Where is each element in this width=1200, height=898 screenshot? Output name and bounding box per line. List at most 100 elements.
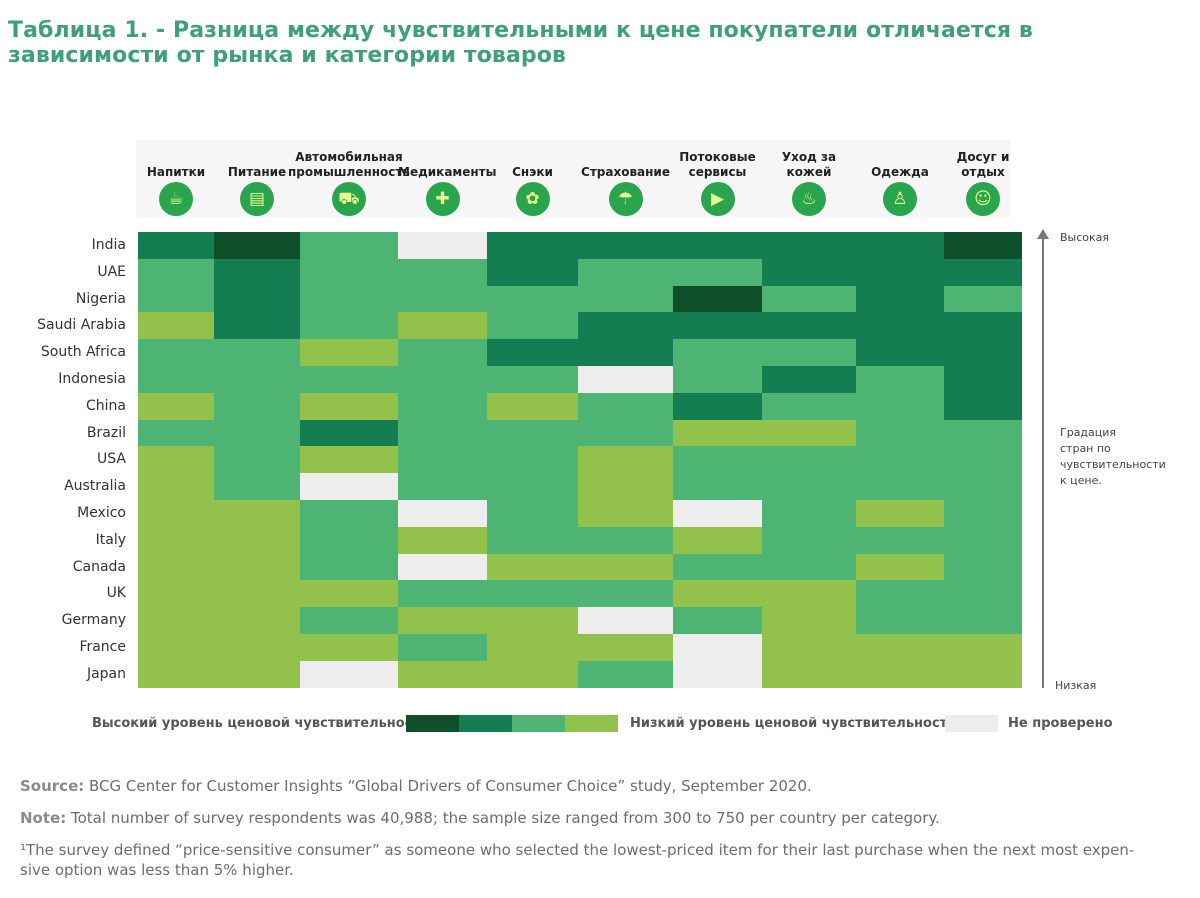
category-label: Страхование — [581, 165, 670, 179]
country-label: South Africa — [40, 344, 126, 361]
medicine-bottle-icon: ✚ — [425, 182, 460, 216]
heatmap-cell — [673, 392, 762, 420]
heatmap-cell — [762, 660, 856, 688]
heatmap-cell — [944, 446, 1022, 474]
legend-untested-label: Не проверено — [1008, 716, 1113, 731]
heatmap-cell — [762, 446, 856, 474]
heatmap-cell — [762, 232, 856, 260]
country-label: USA — [97, 451, 126, 468]
category-header-band — [136, 140, 1010, 218]
heatmap-cell — [138, 285, 214, 313]
heatmap-cell — [944, 339, 1022, 367]
heatmap-cell — [856, 634, 944, 662]
heatmap-cell — [138, 366, 214, 394]
heatmap-cell — [300, 526, 398, 554]
heatmap-cell — [578, 580, 673, 608]
heatmap-cell — [138, 419, 214, 447]
heatmap-cell — [673, 660, 762, 688]
category-label: Автомобильная промышленность — [288, 150, 410, 179]
heatmap-cell — [856, 660, 944, 688]
heatmap-cell — [214, 660, 300, 688]
heatmap-cell — [578, 419, 673, 447]
heatmap-cell — [487, 232, 578, 260]
category-label: Снэки — [512, 165, 553, 179]
heatmap-cell — [673, 366, 762, 394]
heatmap-cell — [856, 312, 944, 340]
category-header: Напитки ☕ — [138, 140, 214, 232]
country-label: Indonesia — [58, 371, 126, 387]
heatmap-cell — [856, 580, 944, 608]
heatmap-cell — [944, 258, 1022, 286]
heatmap-cell — [944, 285, 1022, 313]
heatmap-cell — [214, 500, 300, 528]
heatmap-cell — [300, 258, 398, 286]
heatmap-cell — [398, 553, 487, 581]
legend-swatch-4 — [565, 715, 618, 732]
heatmap-cell — [214, 339, 300, 367]
heatmap-cell — [138, 258, 214, 286]
country-label: China — [86, 397, 126, 414]
heatmap-cell — [762, 258, 856, 286]
heatmap-cell — [762, 339, 856, 367]
legend-swatch-1 — [406, 715, 459, 732]
heatmap-cell — [673, 232, 762, 260]
category-label: Напитки — [146, 165, 206, 179]
heatmap-cell — [856, 419, 944, 447]
heatmap-cell — [214, 392, 300, 420]
category-label: Медикаменты — [398, 165, 497, 179]
footer-footnote: ¹The survey defined “price-sensitive con… — [20, 841, 1135, 879]
clothing-icon: ♙ — [883, 182, 917, 216]
heatmap-cell — [762, 526, 856, 554]
heatmap-cell — [398, 392, 487, 420]
heatmap-cell — [138, 473, 214, 501]
heatmap-cell — [762, 285, 856, 313]
heatmap-cell — [578, 526, 673, 554]
heatmap-cell — [762, 607, 856, 635]
heatmap-cell — [214, 285, 300, 313]
category-header: Потоковые сервисы ▶ — [673, 140, 762, 232]
heatmap-cell — [487, 607, 578, 635]
heatmap-cell — [487, 339, 578, 367]
heatmap-cell — [398, 339, 487, 367]
heatmap-cell — [214, 258, 300, 286]
heatmap-cell — [300, 232, 398, 260]
heatmap-cell — [578, 366, 673, 394]
heatmap-cell — [214, 419, 300, 447]
country-label: Saudi Arabia — [37, 317, 126, 334]
heatmap-cell — [214, 634, 300, 662]
country-label: Canada — [72, 558, 126, 575]
heatmap-cell — [487, 634, 578, 662]
heatmap-cell — [398, 419, 487, 447]
heatmap-cell — [398, 500, 487, 528]
country-label: Mexico — [77, 505, 126, 521]
country-label: Italy — [95, 531, 126, 548]
heatmap-cell — [487, 446, 578, 474]
heatmap-cell — [762, 419, 856, 447]
heatmap-cell — [762, 473, 856, 501]
heatmap-cell — [398, 526, 487, 554]
heatmap-cell — [398, 634, 487, 662]
heatmap-cell — [487, 419, 578, 447]
country-label: France — [79, 639, 126, 655]
heatmap-cell — [398, 580, 487, 608]
heatmap-cell — [944, 419, 1022, 447]
heatmap-cell — [300, 660, 398, 688]
heatmap-cell — [487, 473, 578, 501]
legend-swatch-3 — [512, 715, 565, 732]
category-header: Уход за кожей ♨ — [762, 140, 856, 232]
heatmap-cell — [138, 607, 214, 635]
heatmap-cell — [578, 312, 673, 340]
country-label: India — [91, 237, 126, 253]
cup-icon: ☕ — [159, 182, 193, 216]
footer-note: Note: Total number of survey respondents… — [20, 809, 940, 827]
heatmap-cell — [300, 339, 398, 367]
heatmap-cell — [578, 446, 673, 474]
heatmap-cell — [673, 580, 762, 608]
heatmap-cell — [300, 553, 398, 581]
heatmap-cell — [214, 232, 300, 260]
heatmap-cell — [300, 473, 398, 501]
heatmap-cell — [673, 526, 762, 554]
heatmap-cell — [673, 500, 762, 528]
heatmap-cell — [856, 500, 944, 528]
heatmap-cell — [578, 553, 673, 581]
